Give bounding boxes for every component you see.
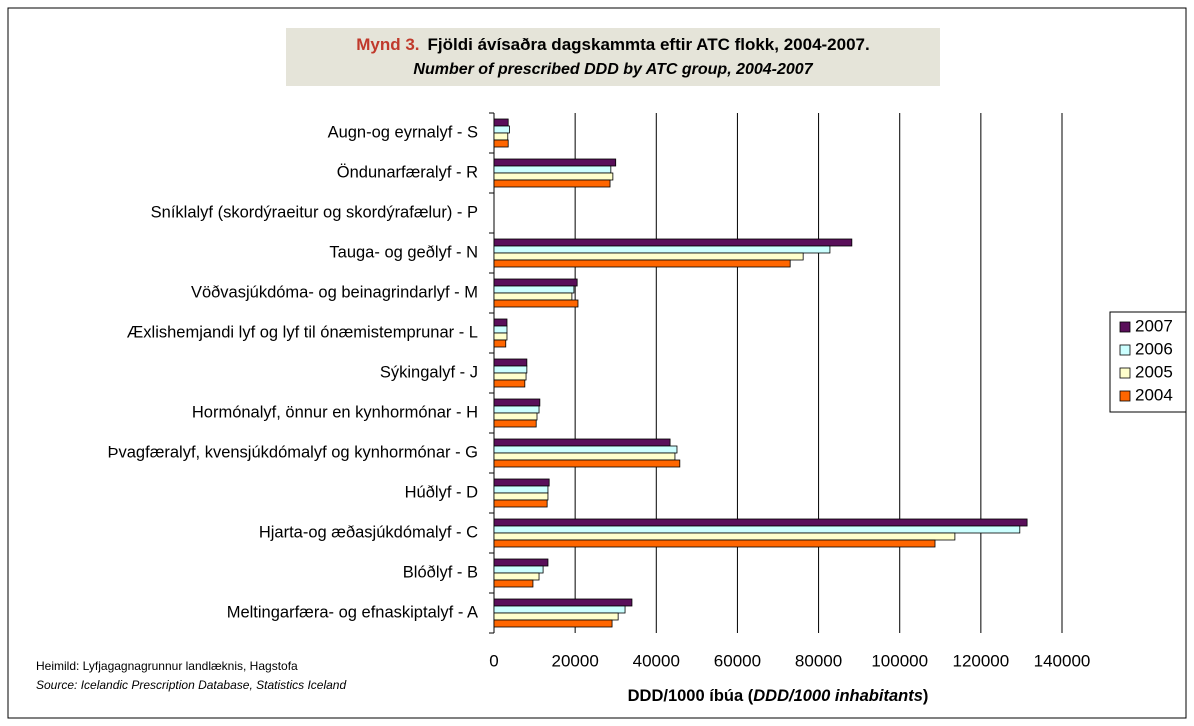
bar <box>493 565 544 574</box>
bar <box>493 405 540 414</box>
bar <box>493 332 508 341</box>
bar <box>493 478 550 487</box>
chart-subtitle: Number of prescribed DDD by ATC group, 2… <box>413 61 813 78</box>
legend-label: 2005 <box>1135 362 1173 381</box>
bar <box>493 412 538 421</box>
bar <box>493 492 549 501</box>
x-tick-label: 0 <box>489 651 498 670</box>
bar <box>493 605 626 614</box>
bar <box>493 165 612 174</box>
bar <box>493 299 579 308</box>
x-tick-label: 60000 <box>714 651 761 670</box>
y-tick-label: Sníklalyf (skordýraeitur og skordýrafælu… <box>151 203 478 221</box>
bar <box>493 485 549 494</box>
x-label-part: ) <box>923 687 929 705</box>
title-text: Fjöldi ávísaðra dagskammta eftir ATC flo… <box>428 35 870 54</box>
y-tick-label: Sýkingalyf - J <box>380 363 478 381</box>
bar <box>493 132 509 141</box>
x-tick-label: 40000 <box>633 651 680 670</box>
bar <box>493 579 534 588</box>
legend-swatch <box>1119 321 1131 333</box>
x-label-part: DDD/1000 íbúa ( <box>628 687 754 705</box>
chart-title: Mynd 3. Fjöldi ávísaðra dagskammta eftir … <box>356 35 869 54</box>
title-prefix: Mynd 3. <box>356 35 419 54</box>
bar <box>493 459 681 468</box>
x-tick-label: 80000 <box>795 651 842 670</box>
bar <box>493 598 633 607</box>
legend-swatch <box>1119 390 1131 402</box>
bar <box>493 318 508 327</box>
bar <box>493 445 678 454</box>
x-tick-label: 20000 <box>552 651 599 670</box>
bar <box>493 118 509 127</box>
y-tick-label: Þvagfæralyf, kvensjúkdómalyf og kynhormó… <box>108 443 479 461</box>
legend-label: 2007 <box>1135 316 1173 335</box>
source-note: Heimild: Lyfjagagnagrunnur landlæknis, H… <box>36 659 298 673</box>
bar <box>493 518 1028 527</box>
bar <box>493 558 549 567</box>
x-tick-label: 120000 <box>952 651 1009 670</box>
legend-label: 2004 <box>1135 385 1173 404</box>
bar <box>493 245 831 254</box>
y-tick-label: Húðlyf - D <box>405 483 478 501</box>
legend-label: 2006 <box>1135 339 1173 358</box>
bar <box>493 158 617 167</box>
bar <box>493 179 611 188</box>
x-label-part: DDD/1000 inhabitants <box>753 687 923 705</box>
bar <box>493 452 676 461</box>
bar <box>493 398 541 407</box>
y-tick-label: Vöðvasjúkdóma- og beinagrindarlyf - M <box>191 283 478 301</box>
bar <box>493 612 619 621</box>
bar <box>493 619 613 628</box>
x-axis-label: DDD/1000 íbúa (DDD/1000 inhabitants) <box>628 687 929 705</box>
y-tick-label: Augn-og eyrnalyf - S <box>328 123 478 141</box>
bar <box>493 372 527 381</box>
source-note: Source: Icelandic Prescription Database,… <box>36 678 346 692</box>
bar <box>493 365 528 374</box>
y-tick-label: Æxlishemjandi lyf og lyf til ónæmistempr… <box>127 323 478 341</box>
bar <box>493 285 575 294</box>
y-tick-label: Öndunarfæralyf - R <box>337 163 478 181</box>
bar <box>493 325 508 334</box>
bar <box>493 532 956 541</box>
bar <box>493 139 509 148</box>
y-tick-label: Tauga- og geðlyf - N <box>329 243 478 261</box>
bar <box>493 259 791 268</box>
bar <box>493 572 540 581</box>
x-tick-label: 100000 <box>871 651 928 670</box>
bar <box>493 238 853 247</box>
bar <box>493 172 614 181</box>
bar <box>493 499 548 508</box>
bar <box>493 419 537 428</box>
bar <box>493 539 936 548</box>
y-tick-label: Blóðlyf - B <box>403 563 478 581</box>
title-box <box>286 28 940 86</box>
y-tick-label: Hormónalyf, önnur en kynhormónar - H <box>192 403 478 421</box>
bar <box>493 252 804 261</box>
legend-swatch <box>1119 367 1131 379</box>
bar <box>493 379 526 388</box>
bar <box>493 125 510 134</box>
bar <box>493 358 528 367</box>
bar <box>493 438 671 447</box>
y-tick-label: Hjarta-og æðasjúkdómalyf - C <box>259 523 478 541</box>
bar <box>493 292 573 301</box>
legend-swatch <box>1119 344 1131 356</box>
bar <box>493 278 578 287</box>
x-tick-label: 140000 <box>1034 651 1091 670</box>
bar <box>493 339 507 348</box>
y-tick-label: Meltingarfæra- og efnaskiptalyf - A <box>227 603 478 621</box>
bar <box>493 525 1021 534</box>
